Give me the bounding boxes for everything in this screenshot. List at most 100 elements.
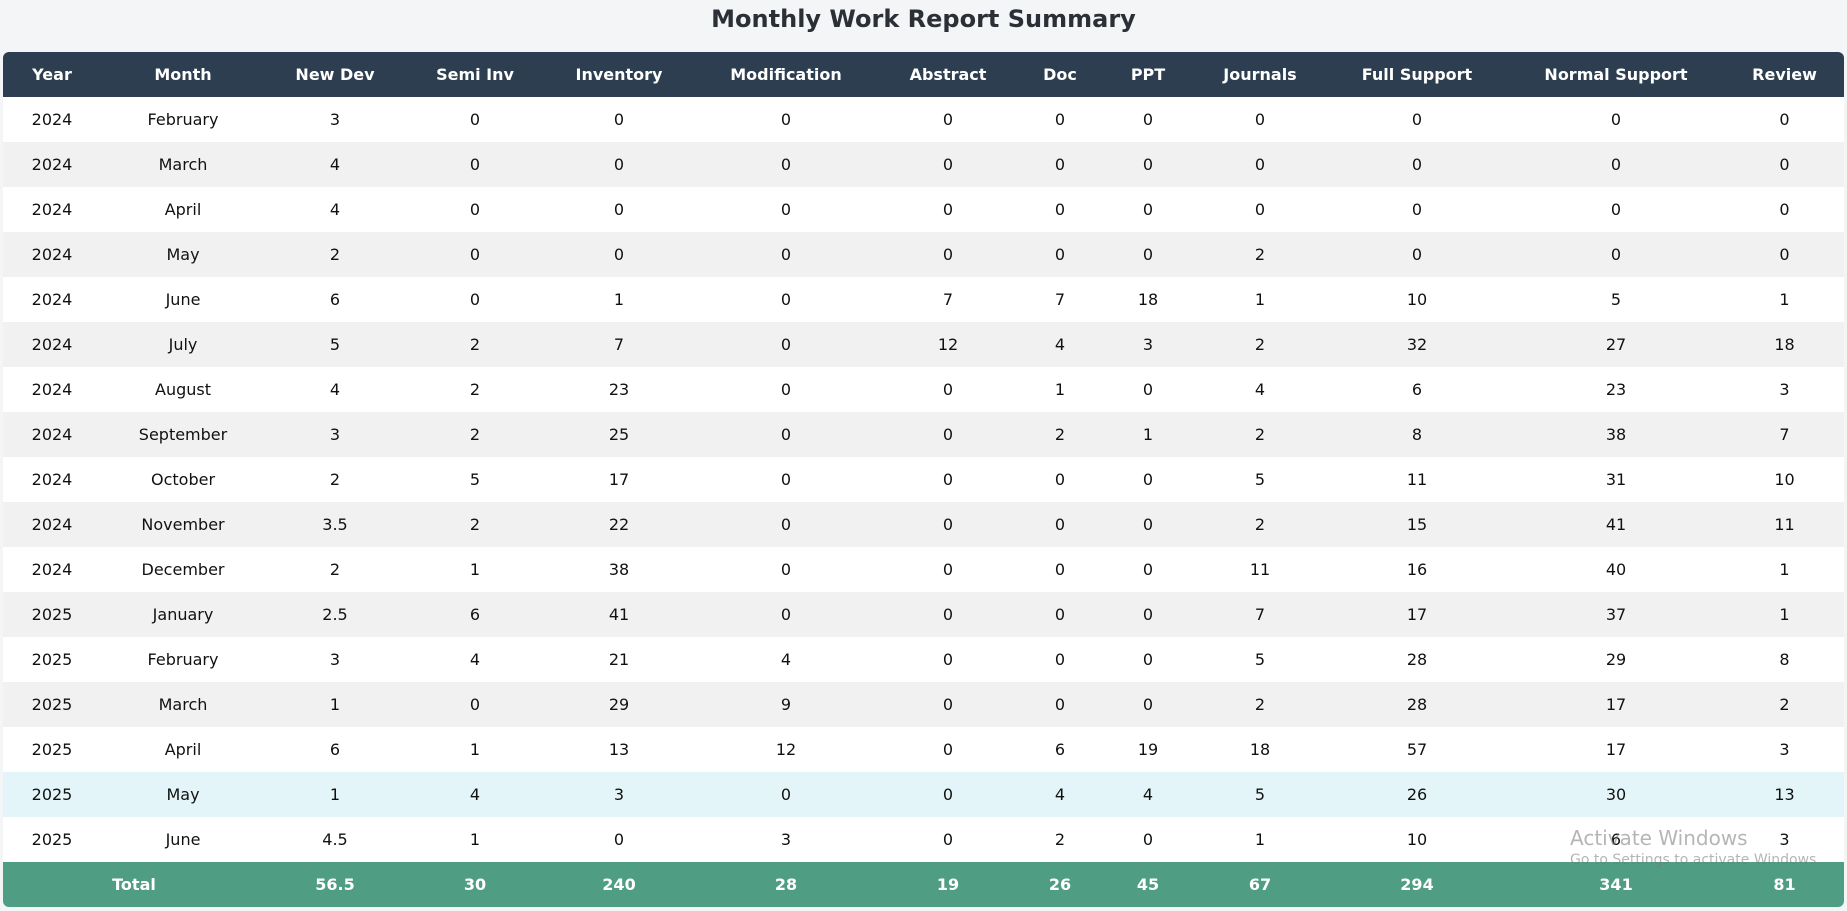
- table-cell: 4: [329, 200, 341, 219]
- table-row: 2024 February 3 0 0 0 0 0 0 0 0 0 0: [3, 97, 1844, 142]
- table-row: 2025 February 3 4 21 4 0 0 0 5 28 29 8: [3, 637, 1844, 682]
- table-cell: 29: [608, 695, 630, 714]
- table-cell: 13: [608, 740, 630, 759]
- table-row: 2024 September 3 2 25 0 0 2 1 2 8 38 7: [3, 412, 1844, 457]
- table-row: 2025 May 1 4 3 0 0 4 4 5 26 30 13: [3, 772, 1844, 817]
- column-header: Semi Inv: [436, 65, 514, 84]
- table-cell: 0: [942, 200, 954, 219]
- table-cell: 7: [942, 290, 954, 309]
- table-cell: 3.5: [322, 515, 348, 534]
- table-cell: 2: [1254, 425, 1266, 444]
- table-cell: February: [147, 110, 219, 129]
- report-table-container: Year Month New Dev Semi Inv Inventory Modific…: [3, 52, 1844, 907]
- table-cell: 1: [329, 695, 341, 714]
- table-cell: 0: [1142, 560, 1154, 579]
- table-cell: 0: [1054, 110, 1066, 129]
- table-cell: 0: [942, 425, 954, 444]
- table-cell: 6: [329, 740, 341, 759]
- table-cell: 0: [780, 155, 792, 174]
- table-row: 2024 August 4 2 23 0 0 1 0 4 6 23 3: [3, 367, 1844, 412]
- table-cell: June: [165, 290, 201, 309]
- table-cell: 2: [469, 515, 481, 534]
- table-row: 2024 October 2 5 17 0 0 0 0 5 11 31 10: [3, 457, 1844, 502]
- table-cell: 0: [469, 245, 481, 264]
- table-cell: 10: [1774, 470, 1795, 489]
- table-cell: 38: [1605, 425, 1627, 444]
- column-header: Review: [1752, 65, 1817, 84]
- table-cell: 7: [1054, 290, 1066, 309]
- table-cell: 0: [1142, 110, 1154, 129]
- table-cell: 0: [1142, 155, 1154, 174]
- table-cell: 2: [1254, 515, 1266, 534]
- table-cell: 0: [780, 380, 792, 399]
- table-cell: 0: [1779, 110, 1790, 129]
- table-row: 2024 July 5 2 7 0 12 4 3 2 32 27 18: [3, 322, 1844, 367]
- total-cell: 19: [936, 875, 960, 894]
- table-cell: 0: [1142, 830, 1154, 849]
- column-header: Journals: [1223, 65, 1297, 84]
- table-cell: 0: [469, 290, 481, 309]
- page-title: Monthly Work Report Summary: [711, 5, 1136, 33]
- table-cell: 16: [1406, 560, 1428, 579]
- table-cell: 1: [1779, 605, 1790, 624]
- table-cell: 2: [1254, 245, 1266, 264]
- table-cell: 10: [1406, 830, 1428, 849]
- table-cell: 40: [1605, 560, 1627, 579]
- table-cell: 2025: [31, 740, 73, 759]
- table-cell: 1: [1142, 425, 1154, 444]
- total-cell: 67: [1248, 875, 1272, 894]
- table-cell: 2: [1054, 425, 1066, 444]
- total-cell: 26: [1048, 875, 1072, 894]
- table-cell: 41: [1605, 515, 1627, 534]
- table-cell: 7: [613, 335, 625, 354]
- table-row: 2024 December 2 1 38 0 0 0 0 11 16 40 1: [3, 547, 1844, 592]
- table-cell: 6: [1610, 830, 1622, 849]
- table-cell: 6: [329, 290, 341, 309]
- table-cell: 12: [937, 335, 959, 354]
- table-cell: 0: [780, 200, 792, 219]
- table-cell: October: [150, 470, 216, 489]
- table-cell: 1: [469, 740, 481, 759]
- table-cell: 5: [1610, 290, 1622, 309]
- table-cell: 4: [1054, 335, 1066, 354]
- table-cell: 2: [1779, 695, 1790, 714]
- table-cell: 0: [942, 470, 954, 489]
- total-cell: 28: [774, 875, 798, 894]
- table-cell: 23: [1605, 380, 1627, 399]
- table-cell: 4: [329, 155, 341, 174]
- table-cell: February: [147, 650, 219, 669]
- table-cell: November: [141, 515, 225, 534]
- table-cell: 6: [1411, 380, 1423, 399]
- table-cell: 0: [1610, 110, 1622, 129]
- total-cell: 294: [1400, 875, 1434, 894]
- table-cell: 3: [1779, 740, 1790, 759]
- table-cell: 25: [608, 425, 630, 444]
- table-cell: 2: [1254, 695, 1266, 714]
- table-cell: 17: [1605, 695, 1627, 714]
- table-cell: 2024: [31, 110, 73, 129]
- table-cell: 13: [1774, 785, 1795, 804]
- table-cell: 0: [1254, 110, 1266, 129]
- table-cell: December: [141, 560, 225, 579]
- column-header: Full Support: [1361, 65, 1473, 84]
- table-cell: 5: [1254, 650, 1266, 669]
- table-row: 2024 March 4 0 0 0 0 0 0 0 0 0 0: [3, 142, 1844, 187]
- table-cell: 3: [1779, 830, 1790, 849]
- table-cell: 1: [1779, 560, 1790, 579]
- table-cell: 0: [942, 830, 954, 849]
- table-cell: 37: [1605, 605, 1627, 624]
- table-cell: April: [164, 200, 202, 219]
- table-cell: 3: [780, 830, 792, 849]
- table-cell: 4: [1054, 785, 1066, 804]
- total-cell: 81: [1773, 875, 1796, 894]
- table-cell: 12: [775, 740, 797, 759]
- table-cell: 0: [780, 425, 792, 444]
- table-cell: 2: [1054, 830, 1066, 849]
- table-cell: July: [168, 335, 198, 354]
- table-cell: 0: [1054, 245, 1066, 264]
- table-cell: 0: [613, 830, 625, 849]
- table-cell: 2024: [31, 200, 73, 219]
- table-cell: 0: [1610, 245, 1622, 264]
- table-cell: 0: [1411, 200, 1423, 219]
- table-cell: 0: [1779, 200, 1790, 219]
